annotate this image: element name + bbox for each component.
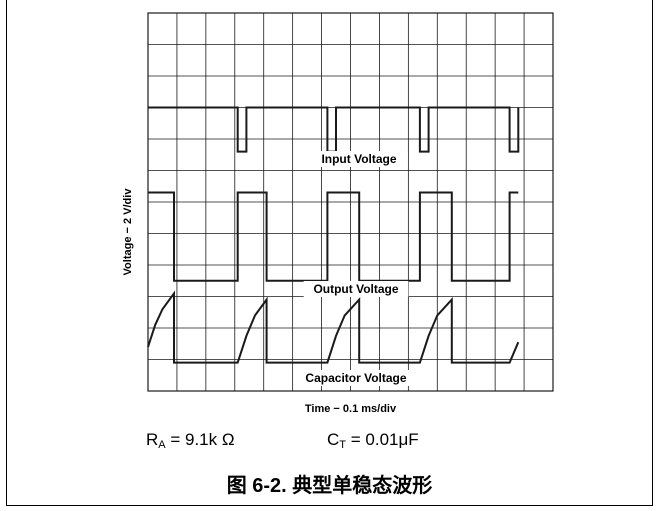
trace-label-input-voltage: Input Voltage (321, 152, 396, 166)
ct-symbol: C (327, 430, 340, 449)
figure-frame (6, 0, 653, 506)
trace-input-voltage (148, 106, 520, 153)
ra-symbol: R (146, 430, 159, 449)
ra-value: = 9.1k Ω (165, 430, 235, 449)
oscilloscope-plot: Input Voltage Output Voltage Capacitor Vol… (147, 12, 554, 392)
x-axis-label: Time − 0.1 ms/div (304, 403, 397, 415)
trace-output-voltage (148, 191, 519, 282)
trace-label-output-voltage: Output Voltage (313, 282, 398, 296)
grid (147, 12, 554, 392)
figure-caption: 图 6-2. 典型单稳态波形 (226, 475, 433, 497)
trace-labels: Input Voltage Output Voltage Capacitor Vol… (293, 151, 419, 386)
y-axis-label: Voltage − 2 V/div (122, 188, 134, 276)
trace-label-background (303, 281, 409, 297)
ra-subscript: A (158, 439, 166, 451)
ct-subscript: T (339, 439, 347, 451)
trace-label-background (310, 151, 408, 167)
trace-label-background (293, 370, 419, 386)
ct-value: = 0.01μF (346, 430, 419, 449)
ra-parameter: RA = 9.1k Ω (146, 430, 235, 451)
plot-border (147, 12, 554, 392)
ct-parameter: CT = 0.01μF (327, 430, 419, 451)
trace-capacitor-voltage (147, 290, 520, 364)
trace-label-capacitor-voltage: Capacitor Voltage (305, 371, 406, 385)
traces (147, 106, 520, 364)
